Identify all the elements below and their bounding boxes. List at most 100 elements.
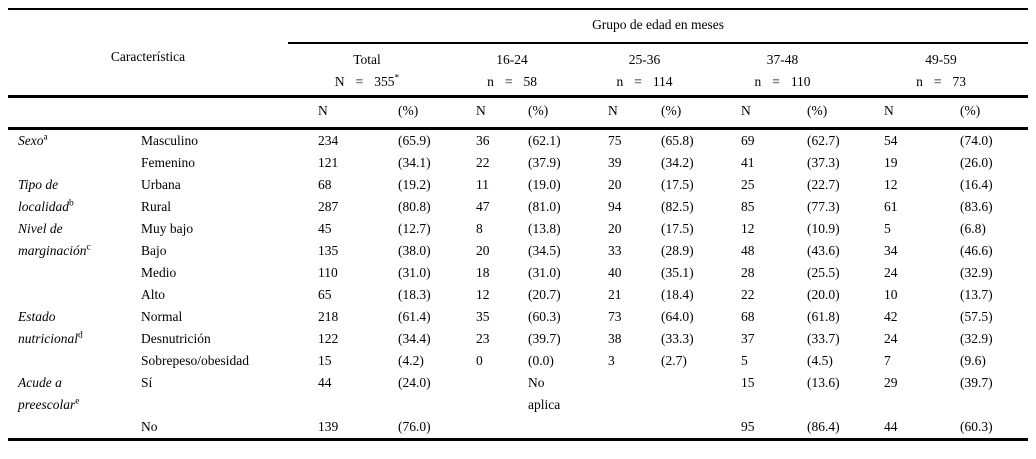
value-cell: (83.6) <box>960 198 993 214</box>
value-cell: 12 <box>741 220 755 236</box>
subcategory-cell: Masculino <box>141 132 198 148</box>
value-cell: 19 <box>884 154 898 170</box>
subcategory-cell: Femenino <box>141 154 195 170</box>
group-header-37-48: 37-48 n = 110 <box>711 43 854 98</box>
category-label: Estado <box>18 308 56 324</box>
category-superscript: d <box>78 330 83 340</box>
group-count: n = 110 <box>711 72 854 92</box>
value-cell: (17.5) <box>661 220 694 236</box>
characteristics-table: Grupo de edad en meses Característica To… <box>8 8 1029 441</box>
value-cell: (43.6) <box>807 242 840 258</box>
subcategory-cell: Sí <box>141 374 153 390</box>
value-cell: 28 <box>741 264 755 280</box>
value-cell: 39 <box>608 154 622 170</box>
value-cell: (38.0) <box>398 242 431 258</box>
value-cell: (64.0) <box>661 308 694 324</box>
value-cell: 122 <box>318 330 339 346</box>
category-superscript: e <box>75 396 80 406</box>
subcategory-cell: Sobrepeso/obesidad <box>141 352 249 368</box>
value-cell: 10 <box>884 286 898 302</box>
value-cell: 24 <box>884 330 898 346</box>
category-cell: nutricionald <box>8 328 113 350</box>
value-cell: 29 <box>884 374 898 390</box>
value-cell: (13.7) <box>960 286 993 302</box>
value-cell: (2.7) <box>661 352 687 368</box>
value-cell: 7 <box>884 352 891 368</box>
category-cell: Nivel de <box>8 218 113 240</box>
category-label: nutricional <box>18 330 78 346</box>
equals-sign: = <box>933 74 942 89</box>
value-cell: 20 <box>608 176 622 192</box>
value-cell: 25 <box>741 176 755 192</box>
value-cell: (74.0) <box>960 132 993 148</box>
category-cell <box>8 350 113 372</box>
value-cell: 65 <box>318 286 332 302</box>
value-cell: (26.0) <box>960 154 993 170</box>
value-cell: 5 <box>741 352 748 368</box>
value-cell: No aplica <box>528 374 561 412</box>
value-cell: (9.6) <box>960 352 986 368</box>
value-cell: 34 <box>884 242 898 258</box>
value-cell: 44 <box>318 374 332 390</box>
value-cell: (28.9) <box>661 242 694 258</box>
value-cell: 45 <box>318 220 332 236</box>
category-cell: marginaciónc <box>8 240 113 262</box>
value-cell: (80.8) <box>398 198 431 214</box>
value-cell: 68 <box>741 308 755 324</box>
value-cell <box>578 372 631 416</box>
value-cell: (46.6) <box>960 242 993 258</box>
value-cell: (32.9) <box>960 330 993 346</box>
value-cell: (39.7) <box>960 374 993 390</box>
value-cell: 61 <box>884 198 898 214</box>
category-label: marginación <box>18 242 87 258</box>
group-n-symbol: n <box>916 74 923 89</box>
value-cell: 18 <box>476 264 490 280</box>
value-cell: 15 <box>318 352 332 368</box>
value-cell: 5 <box>884 220 891 236</box>
table-row: Alto 65 (18.3) 12 (20.7) 21 (18.4) 22 (2… <box>8 284 1028 306</box>
value-cell: 24 <box>884 264 898 280</box>
value-cell: (60.3) <box>960 418 993 434</box>
group-header-25-36: 25-36 n = 114 <box>578 43 711 98</box>
category-cell <box>8 262 113 284</box>
value-cell: 33 <box>608 242 622 258</box>
table-row: Tipo de Urbana 68 (19.2) 11 (19.0) 20 (1… <box>8 174 1028 196</box>
value-cell: 218 <box>318 308 339 324</box>
value-cell: 44 <box>884 418 898 434</box>
value-cell: (24.0) <box>398 374 431 390</box>
value-cell: 135 <box>318 242 339 258</box>
n-column-header: N <box>288 96 368 130</box>
group-count: N = 355* <box>288 72 446 92</box>
value-cell: 75 <box>608 132 622 148</box>
value-cell: (17.5) <box>661 176 694 192</box>
value-cell: (34.5) <box>528 242 561 258</box>
category-label: Nivel de <box>18 220 63 236</box>
value-cell: 12 <box>884 176 898 192</box>
value-cell: (31.0) <box>528 264 561 280</box>
band-spacer <box>8 9 288 43</box>
subheader-spacer <box>8 96 288 130</box>
pct-column-header: (%) <box>930 96 1029 130</box>
value-cell: (25.5) <box>807 264 840 280</box>
table-row: No 139 (76.0) 95 (86.4) 44 (60.3) <box>8 416 1028 440</box>
value-cell: (4.5) <box>807 352 833 368</box>
group-label: 16-24 <box>496 52 528 67</box>
value-cell: 95 <box>741 418 755 434</box>
pct-column-header: (%) <box>498 96 578 130</box>
value-cell: (10.9) <box>807 220 840 236</box>
subcategory-cell: Rural <box>141 198 171 214</box>
value-cell: (57.5) <box>960 308 993 324</box>
value-cell: (22.7) <box>807 176 840 192</box>
table-row: Nivel de Muy bajo 45 (12.7) 8 (13.8) 20 … <box>8 218 1028 240</box>
value-cell: 22 <box>741 286 755 302</box>
equals-sign: = <box>772 74 780 89</box>
category-cell: Sexoa <box>8 128 113 152</box>
category-cell <box>8 284 113 306</box>
value-cell: 69 <box>741 132 755 148</box>
subcategory-cell: Bajo <box>141 242 167 258</box>
n-column-header: N <box>446 96 498 130</box>
value-cell: (61.8) <box>807 308 840 324</box>
table-row: Acude a preescolare Sí 44 (24.0) No aplic… <box>8 372 1028 416</box>
group-n-value: 110 <box>790 74 811 89</box>
group-n-value: 58 <box>523 74 537 89</box>
